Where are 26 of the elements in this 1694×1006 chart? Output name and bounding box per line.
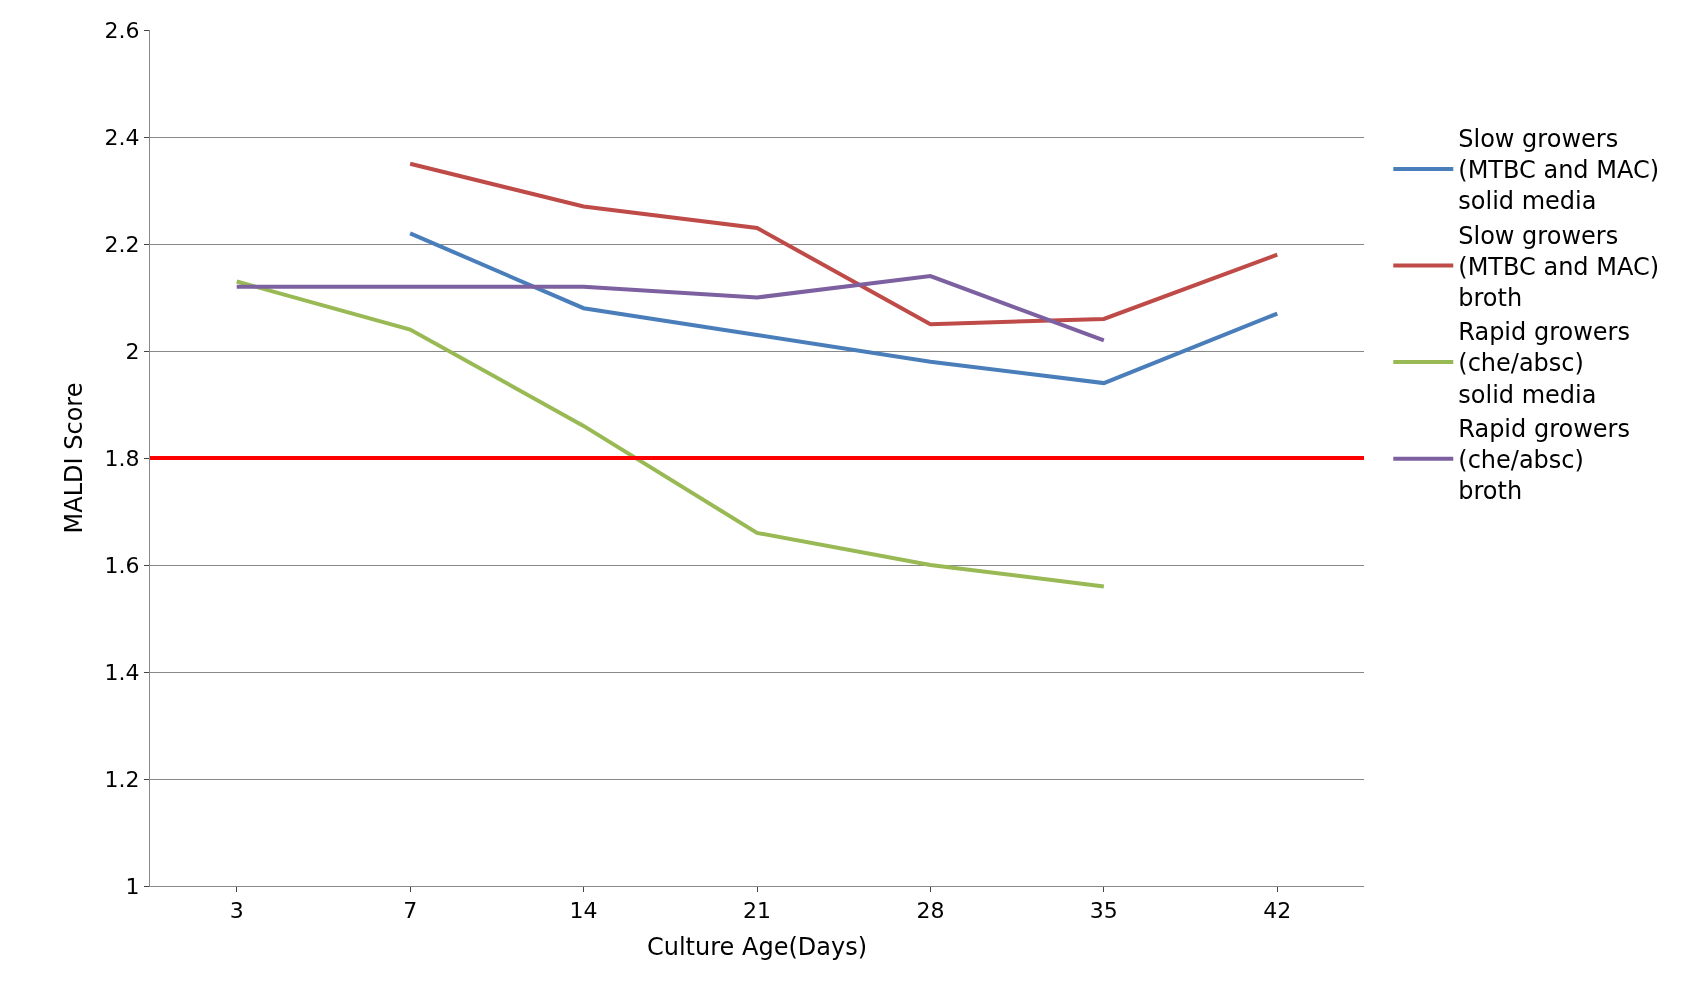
y-tick-label: 2.4 bbox=[104, 124, 140, 150]
y-tick-label: 2.6 bbox=[104, 17, 140, 43]
line-series bbox=[234, 279, 1106, 589]
x-axis-title: Culture Age(Days) bbox=[646, 932, 868, 961]
x-tick-label: 14 bbox=[569, 898, 598, 924]
legend-label: Rapid growers (che/absc) solid media bbox=[1458, 318, 1630, 409]
x-tick-label: 42 bbox=[1263, 898, 1292, 924]
line-series bbox=[408, 231, 1280, 386]
y-axis-title: MALDI Score bbox=[59, 382, 88, 534]
x-tick-label: 21 bbox=[743, 898, 771, 924]
x-tick-label: 35 bbox=[1089, 898, 1118, 924]
y-tick-label: 1.2 bbox=[104, 766, 140, 792]
line-series bbox=[234, 274, 1106, 343]
y-tick-label: 1 bbox=[125, 873, 140, 899]
x-tick-label: 7 bbox=[403, 898, 418, 924]
y-tick-label: 1.8 bbox=[104, 445, 140, 471]
y-tick-label: 1.4 bbox=[104, 659, 140, 685]
x-tick-label: 28 bbox=[916, 898, 945, 924]
y-tick-label: 2.2 bbox=[104, 231, 140, 257]
y-tick-label: 1.6 bbox=[104, 552, 140, 578]
legend-label: Rapid growers (che/absc) broth bbox=[1458, 414, 1630, 506]
y-tick-label: 2 bbox=[125, 338, 140, 364]
legend-label: Slow growers (MTBC and MAC) broth bbox=[1458, 221, 1660, 313]
legend-label: Slow growers (MTBC and MAC) solid media bbox=[1458, 125, 1660, 216]
x-tick-label: 3 bbox=[229, 898, 244, 924]
line-series bbox=[408, 161, 1280, 327]
